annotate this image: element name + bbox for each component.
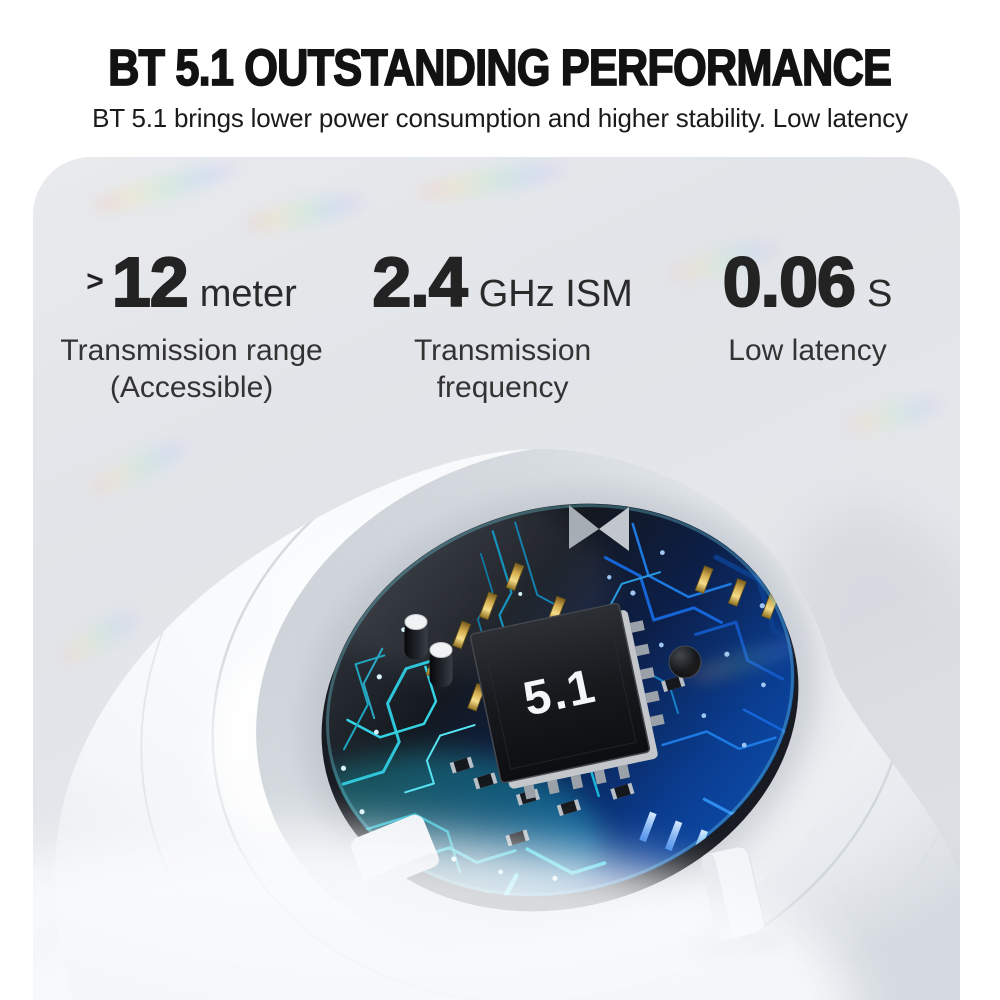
stat-label: Transmission frequency: [413, 334, 592, 405]
stat-unit: GHz ISM: [478, 273, 633, 315]
housing-groove-ring: [140, 448, 960, 1000]
stat-transmission-frequency: 2.4 GHz ISM Transmission frequency: [350, 243, 655, 406]
stat-unit: S: [866, 273, 893, 315]
stats-row: > 12 meter Transmission range (Accessibl…: [33, 243, 960, 406]
page-header: BT 5.1 OUTSTANDING PERFORMANCE BT 5.1 br…: [0, 0, 1000, 134]
stat-unit: meter: [199, 273, 297, 315]
bluetooth-chip: 5.1: [469, 602, 665, 800]
feature-panel: > 12 meter Transmission range (Accessibl…: [33, 157, 960, 1000]
stat-value: 2.4: [371, 243, 468, 321]
product-photo: 5.1: [33, 448, 960, 1000]
page-subtitle: BT 5.1 brings lower power consumption an…: [92, 103, 908, 133]
stat-value: 12: [111, 243, 190, 321]
stat-value: 0.06: [722, 243, 857, 321]
stat-prefix: >: [86, 265, 104, 298]
stat-low-latency: 0.06 S Low latency: [655, 243, 960, 406]
capacitors: [404, 614, 453, 687]
stat-value-row: 2.4 GHz ISM: [350, 243, 655, 321]
page-title: BT 5.1 OUTSTANDING PERFORMANCE: [108, 38, 893, 97]
microphone: [668, 645, 702, 679]
housing-clip-tab: [569, 505, 629, 551]
stat-label: Low latency: [728, 334, 887, 367]
stat-transmission-range: > 12 meter Transmission range (Accessibl…: [33, 243, 350, 406]
bottom-light-wash: [33, 832, 853, 1000]
stat-value-row: > 12 meter: [33, 243, 350, 321]
stat-label: Transmission range (Accessible): [60, 334, 323, 405]
stat-value-row: 0.06 S: [655, 243, 960, 321]
